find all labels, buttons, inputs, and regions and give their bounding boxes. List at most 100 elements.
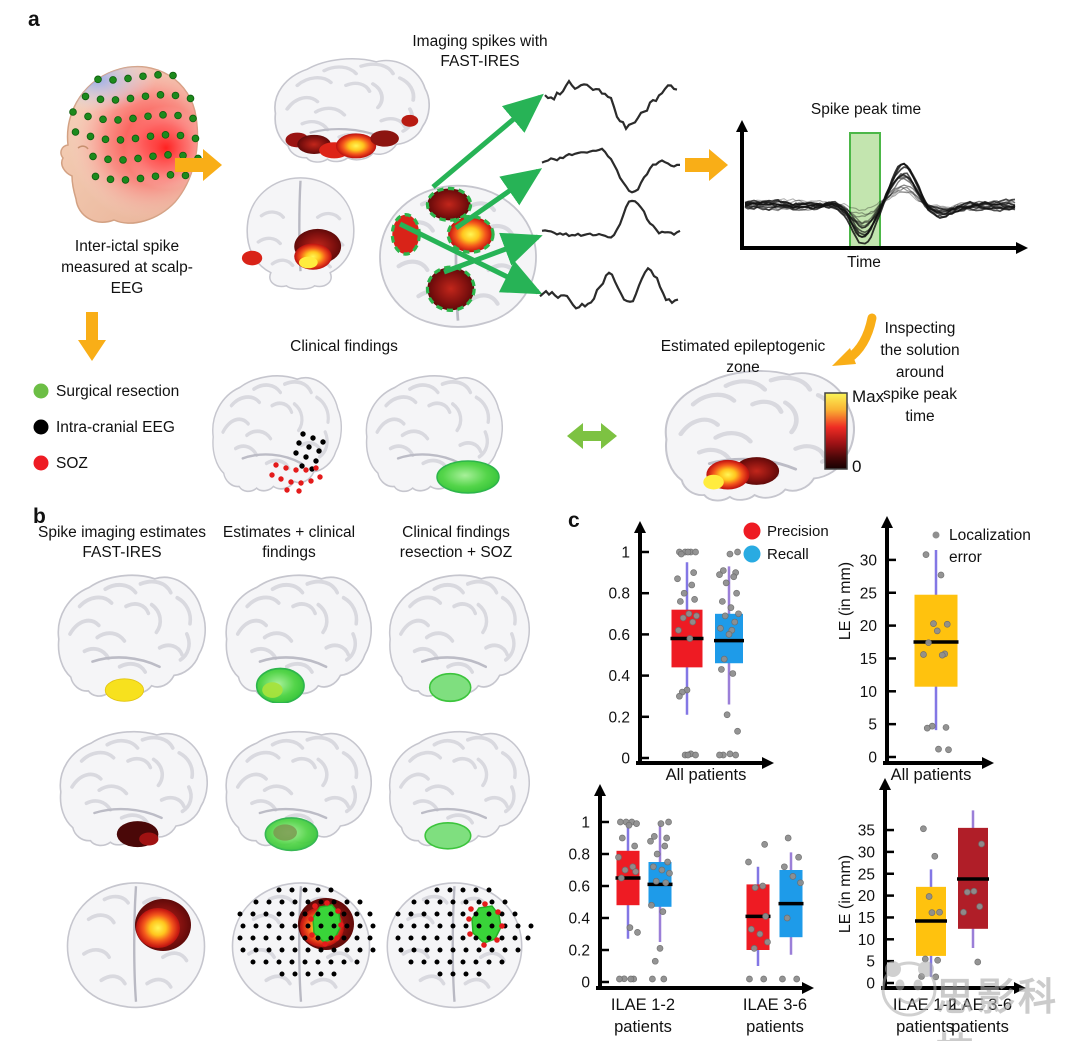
brain-spike-imaging-posterior [241, 178, 354, 289]
svg-text:0.8: 0.8 [608, 586, 630, 603]
panel-c-charts: 0 0.2 0.4 0.6 0.8 1 All patients Precision Recal… [568, 516, 1031, 1036]
svg-text:Precision: Precision [767, 523, 829, 540]
spike-plot-xlabel: Time [847, 254, 881, 271]
boxplot-localization_error_all: 0 5 10 15 20 25 30 All patients Localization erro… [837, 516, 1031, 784]
svg-text:patients: patients [614, 1018, 672, 1036]
electrode-grids [237, 887, 534, 977]
legend-surgical-resection: Surgical resection [56, 383, 180, 400]
arrow-head-to-brain [175, 149, 222, 181]
arrow-compare-double [567, 423, 617, 449]
colorbar-max-label: Max [852, 387, 885, 406]
svg-text:LE (in mm): LE (in mm) [837, 855, 854, 933]
panel-b-col1-line1: Spike imaging estimates [38, 524, 206, 541]
svg-text:0.8: 0.8 [568, 847, 590, 864]
legend-intracranial-eeg: Intra-cranial EEG [56, 419, 175, 436]
svg-text:patients: patients [951, 1018, 1009, 1036]
brain-epileptogenic-zone [666, 371, 854, 501]
colorbar [824, 392, 848, 470]
spike-peak-time-plot [736, 120, 1028, 254]
svg-text:0: 0 [581, 975, 590, 992]
watermark-text: 思影科技 [936, 977, 1060, 1041]
boxplot-precision_recall_all: 0 0.2 0.4 0.6 0.8 1 All patients Precision Recal… [608, 521, 829, 784]
imaging-title-line2: FAST-IRES [440, 53, 520, 70]
svg-text:5: 5 [868, 717, 877, 734]
arrow-down-to-legend [78, 312, 106, 361]
svg-text:ILAE 3-6: ILAE 3-6 [948, 996, 1012, 1014]
ez-title-line1: Estimated epileptogenic [660, 338, 826, 355]
inspect-note-line4: spike peak [882, 386, 958, 403]
svg-text:0.4: 0.4 [608, 668, 630, 685]
svg-text:0.2: 0.2 [568, 943, 590, 960]
brain-clinical-electrodes [213, 376, 342, 494]
panel-b-brains [58, 575, 534, 1007]
svg-text:0: 0 [868, 750, 877, 767]
boxplot-precision_recall_ilae: 0 0.2 0.4 0.6 0.8 1 ILAE 1-2 patients ILAE 3-6 pa… [568, 784, 814, 1036]
arrow-curved-inspect [832, 313, 877, 366]
watermark-logo [881, 961, 937, 1017]
svg-text:LE (in mm): LE (in mm) [837, 562, 854, 640]
svg-text:All patients: All patients [666, 766, 747, 784]
svg-text:error: error [949, 549, 982, 566]
legend-soz: SOZ [56, 455, 88, 472]
imaging-title-line1: Imaging spikes with [412, 33, 548, 50]
brain-spike-imaging-lateral [275, 59, 429, 162]
svg-text:25: 25 [858, 866, 875, 883]
brain-clinical-resection [366, 376, 502, 494]
svg-text:15: 15 [860, 651, 877, 668]
svg-text:35: 35 [858, 823, 875, 840]
svg-text:1: 1 [621, 545, 630, 562]
svg-text:Recall: Recall [767, 546, 809, 563]
panel-b-label: b [33, 505, 46, 528]
svg-text:Localization: Localization [949, 527, 1031, 544]
svg-text:1: 1 [581, 815, 590, 832]
inspect-note-line5: time [905, 408, 935, 425]
spike-waveforms [539, 79, 681, 310]
svg-text:ILAE 3-6: ILAE 3-6 [743, 996, 807, 1014]
head-caption-line1: Inter-ictal spike [74, 238, 180, 255]
panel-b-col1-line2: FAST-IRES [82, 544, 162, 561]
svg-text:patients: patients [896, 1018, 954, 1036]
clinical-findings-title: Clinical findings [290, 338, 398, 355]
panel-c-label: c [568, 509, 580, 532]
svg-text:0.6: 0.6 [568, 879, 590, 896]
svg-text:patients: patients [746, 1018, 804, 1036]
svg-text:20: 20 [860, 618, 878, 635]
svg-text:All patients: All patients [891, 766, 972, 784]
head-caption-line3: EEG [110, 280, 144, 297]
panel-b-col2-line2: findings [262, 544, 316, 561]
inspect-note-line2: the solution [880, 342, 960, 359]
legend-dots [33, 383, 49, 471]
svg-text:5: 5 [866, 954, 875, 971]
svg-text:20: 20 [858, 888, 876, 905]
boxplot-localization_error_ilae: 0 5 10 15 20 25 30 35 ILAE 1-2 patients ILAE 3-6 pa… [837, 778, 1026, 1036]
panel-b-col3-line1: Clinical findings [402, 524, 510, 541]
svg-text:ILAE 1-2: ILAE 1-2 [611, 996, 675, 1014]
svg-text:30: 30 [860, 552, 878, 569]
source-to-waveform-arrows [398, 93, 544, 295]
colorbar-zero-label: 0 [852, 457, 862, 476]
spike-plot-title: Spike peak time [810, 101, 922, 118]
svg-text:10: 10 [860, 684, 878, 701]
svg-text:ILAE 1-2: ILAE 1-2 [893, 996, 957, 1014]
svg-text:15: 15 [858, 910, 875, 927]
svg-text:25: 25 [860, 585, 877, 602]
scalp-head-illustration [60, 65, 202, 224]
svg-text:0.4: 0.4 [568, 911, 590, 928]
svg-text:10: 10 [858, 932, 876, 949]
svg-text:0: 0 [866, 976, 875, 993]
inspect-note-line1: Inspecting [884, 320, 956, 337]
inspect-note-line3: around [895, 364, 945, 381]
svg-text:0.6: 0.6 [608, 627, 630, 644]
arrow-waveforms-to-plot [685, 149, 728, 181]
panel-a-label: a [28, 8, 40, 31]
brain-spike-sources-axial [380, 186, 536, 327]
head-caption-line2: measured at scalp- [61, 259, 193, 276]
ez-title-line2: zone [726, 359, 760, 376]
panel-b-col3-line2: resection + SOZ [399, 544, 513, 561]
panel-b-col2-line1: Estimates + clinical [222, 524, 356, 541]
svg-text:0.2: 0.2 [608, 709, 630, 726]
svg-text:0: 0 [621, 751, 630, 768]
svg-text:30: 30 [858, 844, 876, 861]
